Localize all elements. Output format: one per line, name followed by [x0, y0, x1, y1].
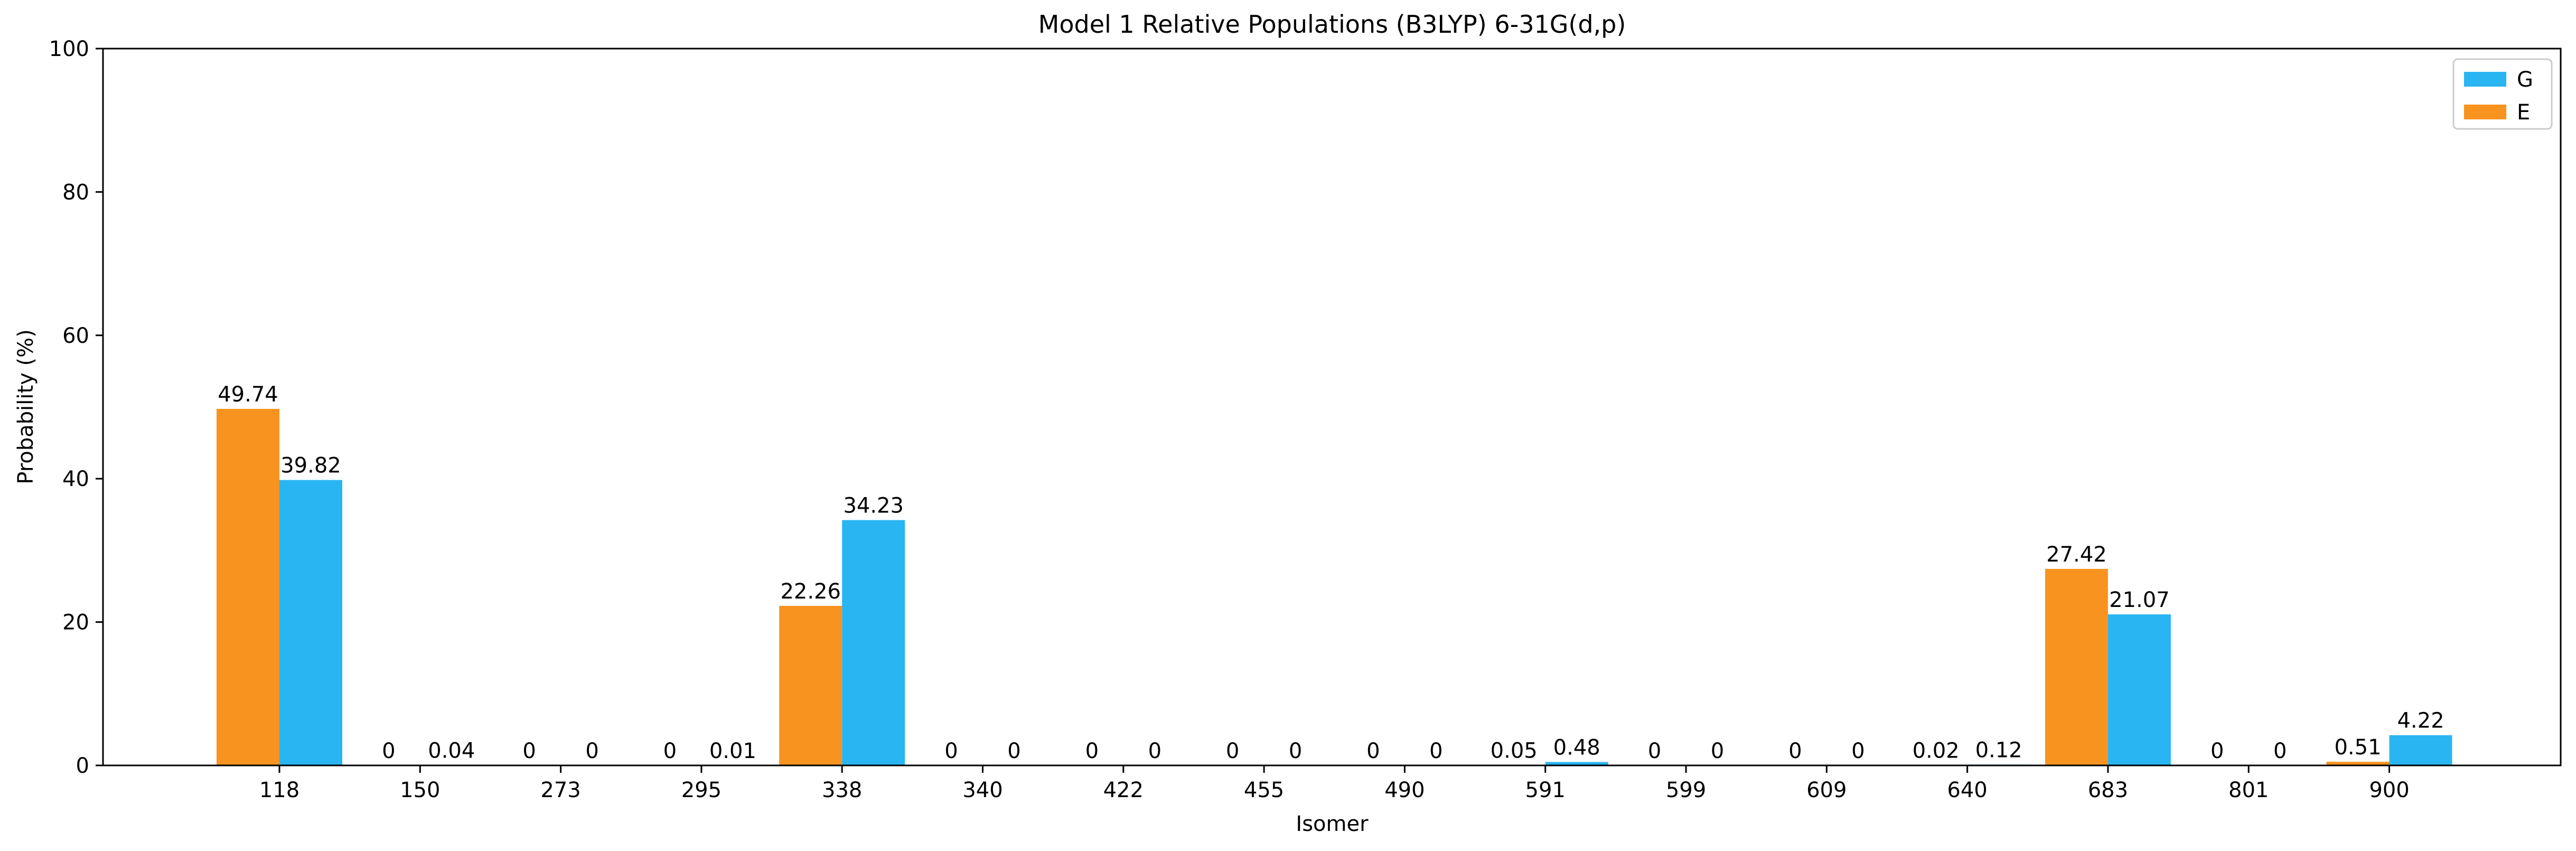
- x-tick-label-801: 801: [2228, 778, 2269, 802]
- x-tick-label-295: 295: [681, 778, 722, 802]
- data-label-E-900: 0.51: [2334, 735, 2381, 760]
- chart-title: Model 1 Relative Populations (B3LYP) 6-3…: [1038, 10, 1626, 39]
- data-label-E-273: 0: [522, 739, 536, 763]
- bar-G-338: [842, 520, 905, 765]
- data-label-E-295: 0: [663, 739, 677, 763]
- data-label-E-118: 49.74: [218, 382, 278, 407]
- data-label-E-422: 0: [1085, 739, 1099, 763]
- bar-E-900: [2326, 762, 2390, 765]
- data-labels-layer: 49.74 39.82 0 0.04 0 0 0 0.01 22.26 34.23 0 0 0 0 0 0 0 0…: [218, 382, 2444, 763]
- y-tick-label-60: 60: [62, 324, 89, 348]
- y-tick-label-40: 40: [62, 467, 89, 491]
- bar-G-118: [279, 480, 342, 765]
- x-tick-label-273: 273: [540, 778, 580, 802]
- bar-G-683: [2107, 614, 2171, 765]
- data-label-E-150: 0: [382, 739, 395, 763]
- data-label-G-900: 4.22: [2397, 709, 2444, 733]
- legend-label-E: E: [2517, 100, 2530, 125]
- x-tick-label-118: 118: [259, 778, 299, 802]
- data-label-G-295: 0.01: [709, 739, 756, 763]
- x-axis-label: Isomer: [1296, 812, 1369, 836]
- bar-G-900: [2389, 735, 2452, 765]
- x-tick-label-422: 422: [1103, 778, 1144, 802]
- x-tick-label-599: 599: [1666, 778, 1706, 802]
- bar-E-118: [217, 409, 279, 765]
- data-label-E-609: 0: [1788, 739, 1802, 763]
- data-label-G-683: 21.07: [2109, 588, 2170, 612]
- data-label-E-640: 0.02: [1913, 739, 1960, 763]
- data-label-G-599: 0: [1711, 739, 1724, 763]
- data-label-G-455: 0: [1289, 739, 1302, 763]
- legend-label-G: G: [2517, 68, 2533, 92]
- data-label-E-591: 0.05: [1491, 738, 1538, 763]
- data-label-E-683: 27.42: [2046, 543, 2107, 567]
- data-label-G-422: 0: [1148, 739, 1161, 763]
- x-tick-label-340: 340: [962, 778, 1003, 802]
- x-tick-label-609: 609: [1806, 778, 1847, 802]
- y-axis: 0 20 40 60 80 100: [49, 37, 103, 778]
- data-label-E-338: 22.26: [780, 579, 841, 604]
- x-tick-label-455: 455: [1244, 778, 1284, 802]
- y-tick-label-80: 80: [62, 180, 89, 204]
- legend: GE: [2452, 58, 2553, 130]
- data-label-E-801: 0: [2210, 739, 2224, 763]
- data-label-G-490: 0: [1429, 739, 1442, 763]
- data-label-E-340: 0: [944, 739, 958, 763]
- x-tick-label-338: 338: [822, 778, 862, 802]
- x-tick-label-591: 591: [1525, 778, 1566, 802]
- y-tick-label-20: 20: [62, 611, 89, 635]
- data-label-G-338: 34.23: [843, 493, 904, 518]
- legend-swatch-G: [2464, 72, 2506, 87]
- bar-G-591: [1545, 762, 1608, 765]
- bar-E-338: [779, 605, 842, 765]
- data-label-E-455: 0: [1226, 739, 1239, 763]
- x-tick-label-683: 683: [2088, 778, 2128, 802]
- data-label-G-591: 0.48: [1553, 735, 1600, 760]
- data-label-G-340: 0: [1007, 739, 1020, 763]
- data-label-G-273: 0: [585, 739, 598, 763]
- x-axis: 118 150 273 295 338 340 422 455 490 591 599 609 640 6…: [259, 765, 2410, 802]
- data-label-G-150: 0.04: [428, 738, 475, 763]
- x-tick-label-490: 490: [1384, 778, 1425, 802]
- data-label-G-609: 0: [1851, 739, 1865, 763]
- bar-E-683: [2045, 568, 2108, 765]
- data-label-G-118: 39.82: [280, 454, 341, 478]
- legend-swatch-E: [2464, 105, 2506, 119]
- x-tick-label-900: 900: [2369, 778, 2409, 802]
- bars-layer: [217, 409, 2452, 765]
- data-label-E-599: 0: [1648, 739, 1661, 763]
- data-label-G-801: 0: [2273, 739, 2287, 763]
- data-label-E-490: 0: [1366, 739, 1380, 763]
- y-tick-label-0: 0: [76, 754, 89, 778]
- x-tick-label-150: 150: [400, 778, 440, 802]
- y-axis-label: Probability (%): [14, 329, 38, 484]
- x-tick-label-640: 640: [1947, 778, 1987, 802]
- y-tick-label-100: 100: [49, 37, 89, 61]
- plot-frame: [102, 48, 2562, 766]
- data-label-G-640: 0.12: [1975, 738, 2022, 762]
